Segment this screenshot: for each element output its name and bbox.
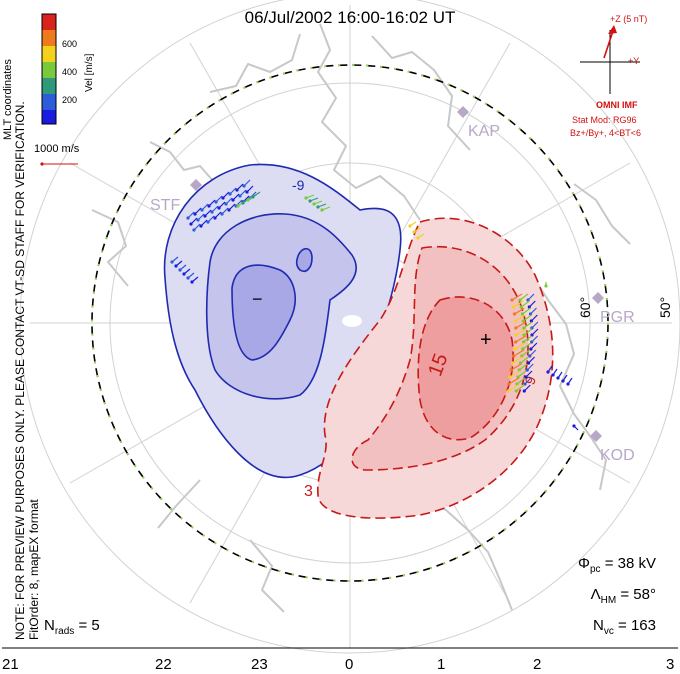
legend-tick-200: 200	[62, 95, 77, 105]
dawn-center-sign: +	[480, 329, 492, 351]
dawn-contour-label-3: 3	[304, 483, 313, 500]
station-label-stf: STF	[150, 197, 180, 214]
velocity-vectors	[170, 179, 579, 431]
station-label-kap: KAP	[468, 123, 500, 140]
station-marker-kod	[590, 430, 602, 442]
latitude-label-60: 60°	[577, 297, 593, 318]
dawn-convection-cell: + 15 9 3	[304, 217, 554, 519]
radar-count: Nrads = 5	[44, 617, 100, 637]
station-marker-stf	[190, 179, 202, 191]
legend-unit-label: Vel [m/s]	[84, 53, 95, 92]
dusk-cell-core	[231, 264, 296, 361]
reference-vector-label: 1000 m/s	[34, 143, 80, 155]
coordinate-system-note: MLT coordinates	[2, 59, 14, 140]
mlt-label-23: 23	[251, 656, 268, 673]
grid-circle-outer	[19, 0, 680, 654]
mlt-label-22: 22	[155, 656, 172, 673]
legend-tick-400: 400	[62, 67, 77, 77]
mlt-label-1: 1	[437, 656, 446, 673]
dusk-cell-small	[295, 247, 313, 273]
imf-condition: Bz+/By+, 4<BT<6	[570, 128, 642, 138]
legend-tick-600: 600	[62, 39, 77, 49]
dusk-center-sign: −	[252, 289, 263, 309]
hm-latitude: ΛHM = 58°	[590, 586, 656, 606]
cross-polar-potential: Φpc = 38 kV	[578, 555, 656, 575]
vector-count: Nvc = 163	[593, 617, 656, 637]
coastlines	[91, 23, 631, 613]
station-label-pgr: PGR	[600, 309, 635, 326]
imf-label-y: +Y	[628, 56, 639, 66]
station-marker-kap	[457, 106, 469, 118]
hm-boundary-markers	[90, 63, 610, 583]
velocity-color-bar: 600 400 200 Vel [m/s]	[41, 13, 95, 125]
imf-clock-dial: +Z (5 nT) +Y	[580, 14, 647, 94]
fit-order-note: FitOrder: 8, mapEX format	[27, 499, 41, 640]
radar-stations: KAP STF PGR KOD	[150, 106, 635, 464]
dawn-cell-core	[417, 296, 514, 441]
mlt-label-0: 0	[345, 656, 354, 673]
mlt-label-3: 3	[666, 656, 675, 673]
map-title: 06/Jul/2002 16:00-16:02 UT	[244, 8, 456, 27]
dusk-contour-label: -9	[292, 177, 305, 193]
reference-vector: 1000 m/s	[34, 143, 80, 166]
mlt-label-21: 21	[2, 656, 19, 673]
pole-marker	[342, 315, 362, 327]
imf-source: OMNI IMF	[596, 100, 638, 110]
imf-model: Stat Mod: RG96	[572, 115, 637, 125]
preview-note: NOTE: FOR PREVIEW PURPOSES ONLY. PLEASE …	[13, 101, 27, 640]
mlt-label-2: 2	[533, 656, 542, 673]
station-label-kod: KOD	[600, 447, 635, 464]
station-marker-pgr	[592, 292, 604, 304]
imf-label-z: +Z (5 nT)	[610, 14, 647, 24]
latitude-label-50: 50°	[657, 297, 673, 318]
